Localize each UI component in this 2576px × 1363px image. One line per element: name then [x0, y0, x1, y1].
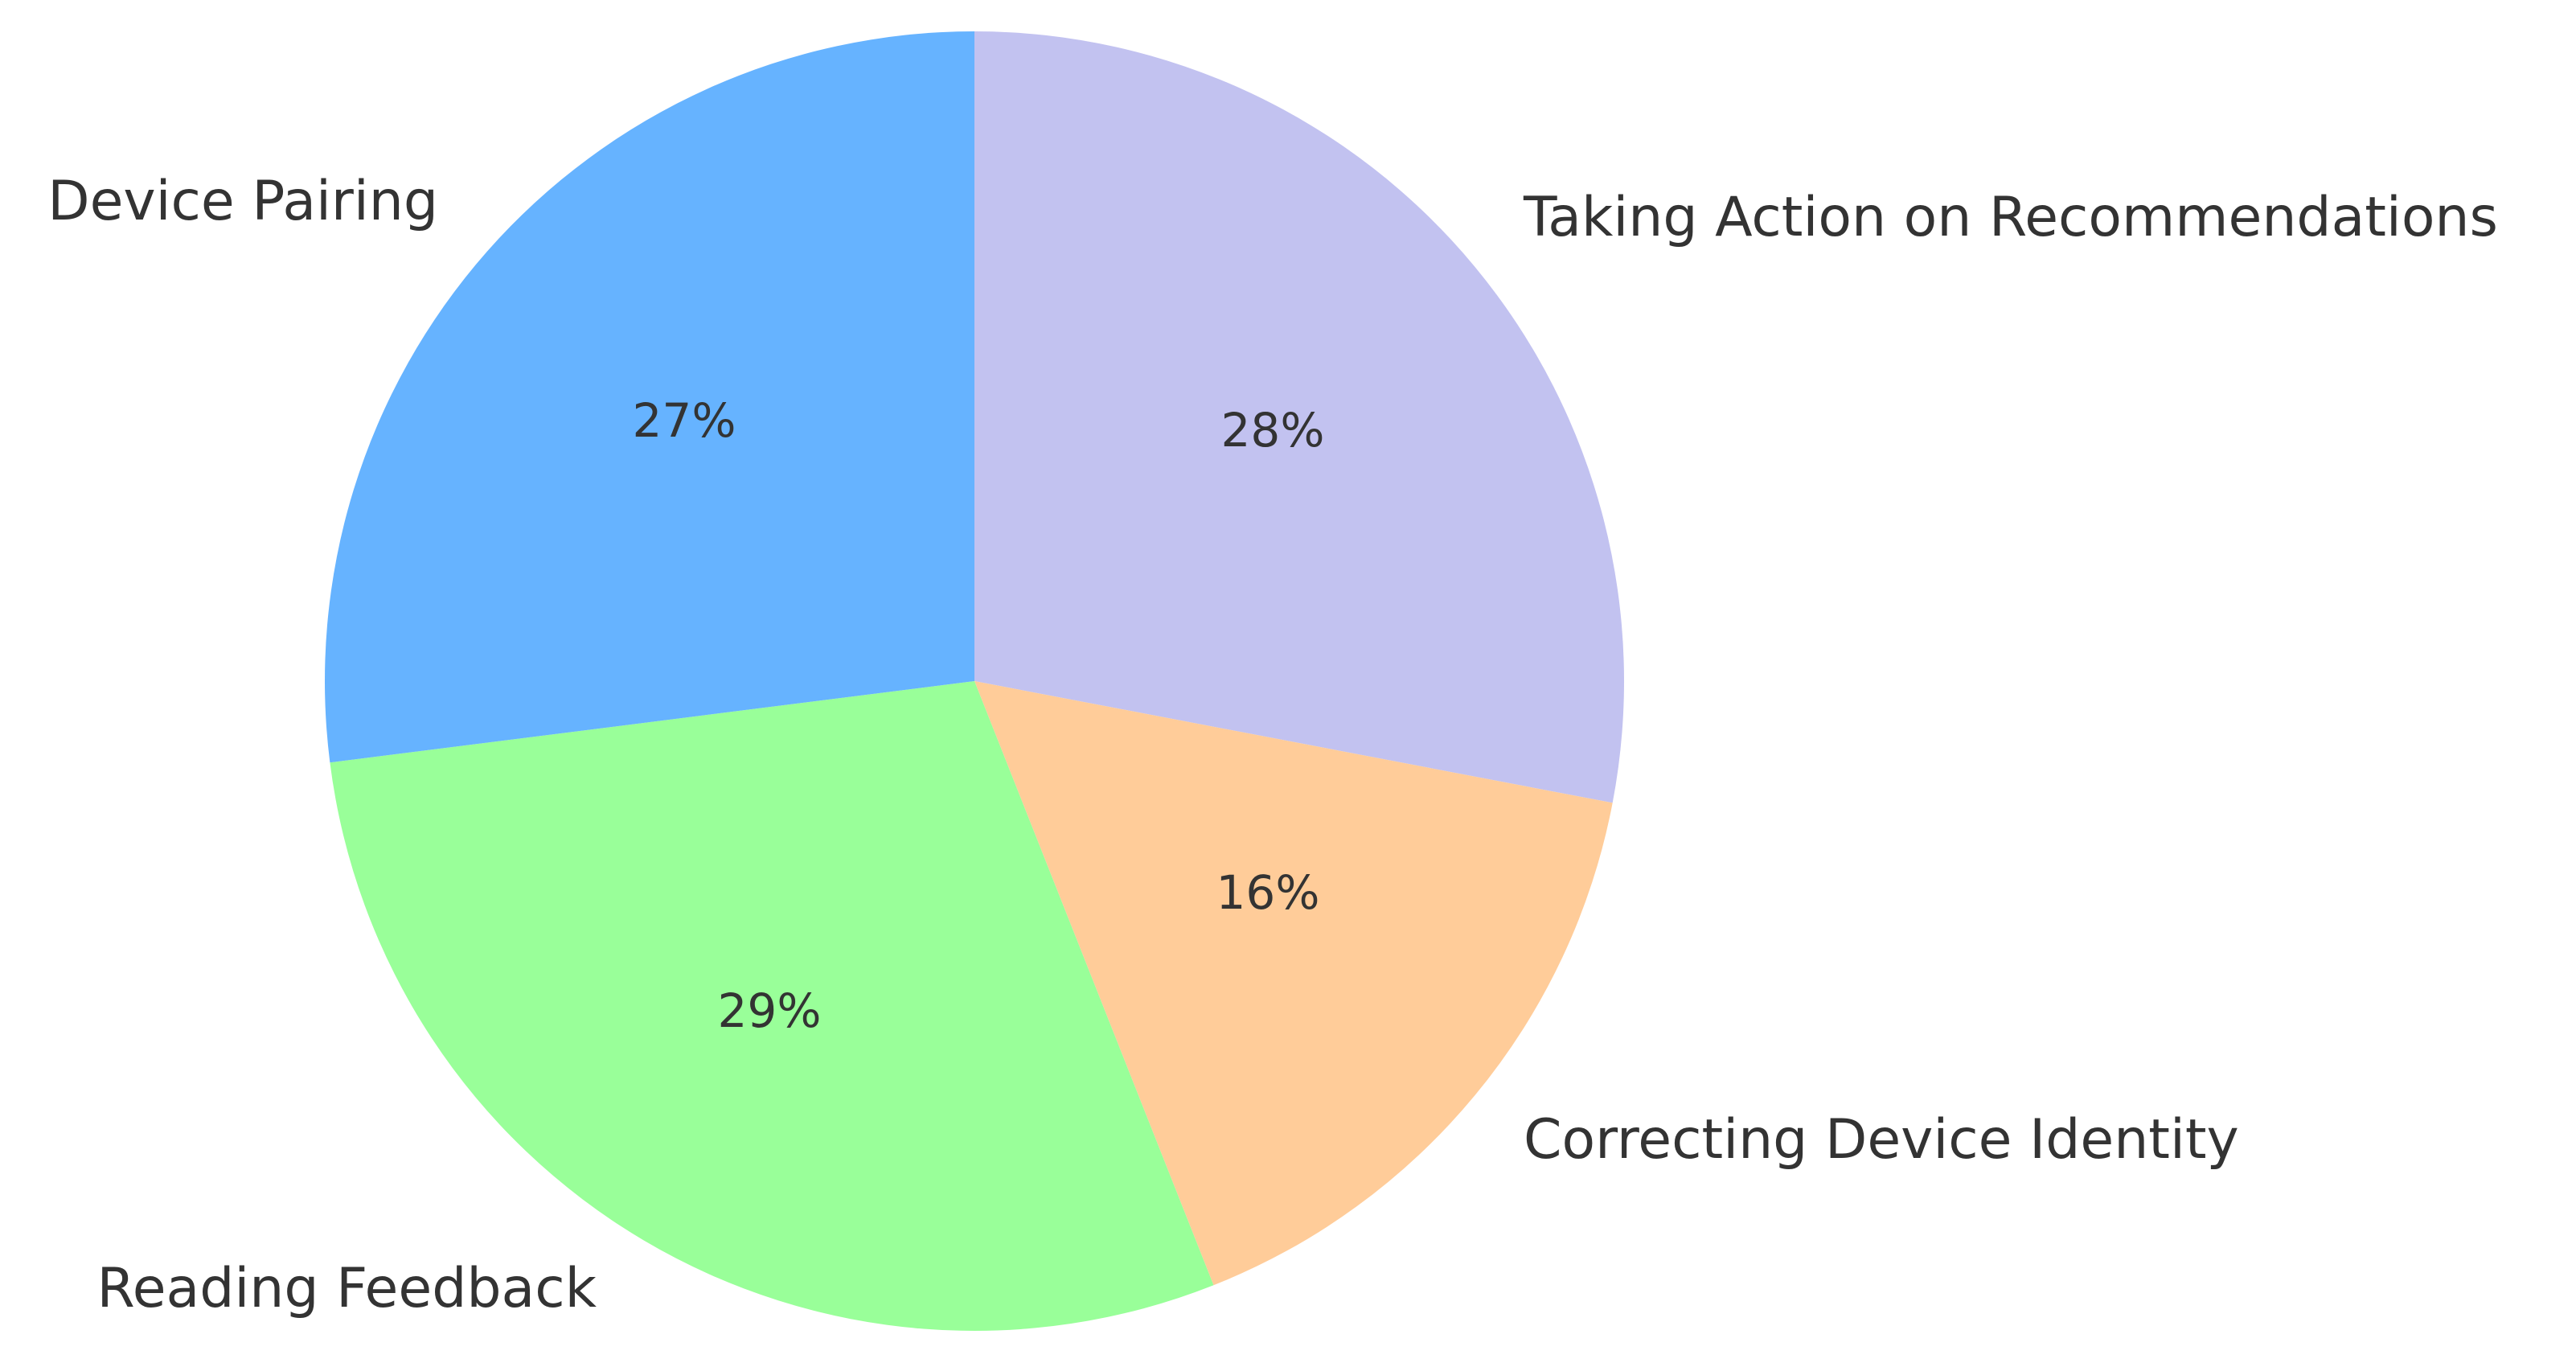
slice-label-reading-feedback: Reading Feedback — [97, 1257, 597, 1320]
slice-label-taking-action: Taking Action on Recommendations — [1523, 186, 2498, 249]
pie-slices — [325, 31, 1624, 1331]
slice-label-device-pairing: Device Pairing — [47, 170, 438, 233]
percent-label-correcting-device-identity: 16% — [1216, 865, 1320, 920]
percent-label-reading-feedback: 29% — [718, 983, 822, 1038]
slice-label-correcting-device-identity: Correcting Device Identity — [1524, 1108, 2239, 1172]
percent-label-device-pairing: 27% — [633, 393, 736, 448]
percent-label-taking-action: 28% — [1221, 403, 1325, 458]
